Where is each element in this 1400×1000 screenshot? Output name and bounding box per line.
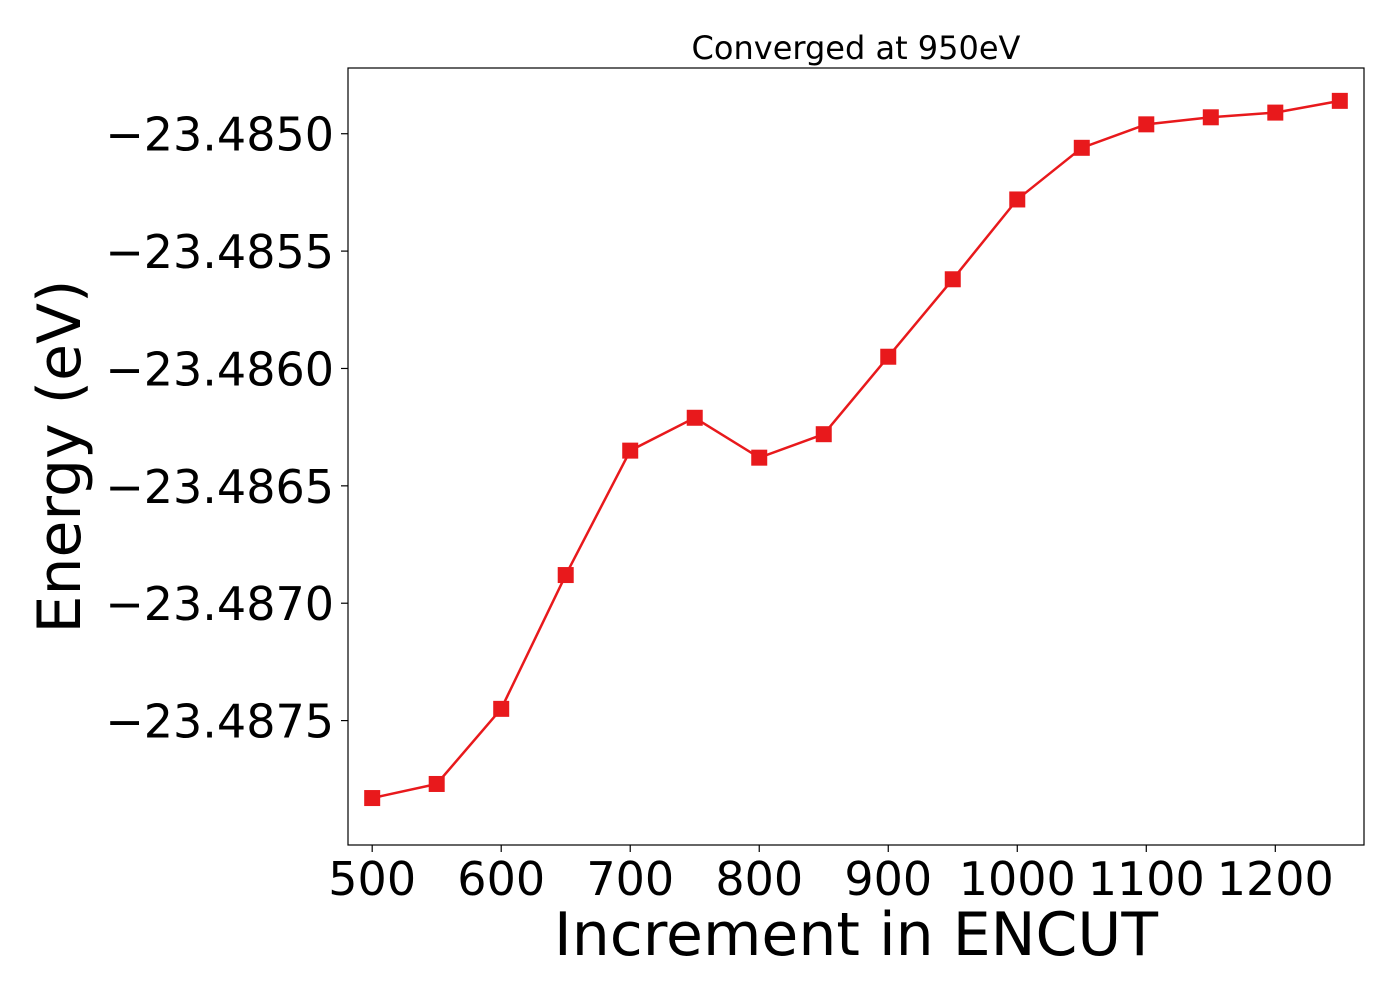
data-point-marker <box>1202 109 1219 126</box>
data-point-marker <box>1009 191 1026 208</box>
series-line <box>371 99 1341 800</box>
x-tick-label: 1200 <box>1217 852 1334 906</box>
y-tick-label: −23.4860 <box>105 342 334 396</box>
x-tick-label: 800 <box>715 852 803 906</box>
x-tick-label: 1100 <box>1088 852 1205 906</box>
data-point-marker <box>493 700 510 717</box>
data-point-marker <box>880 348 897 365</box>
chart-title: Converged at 950eV <box>692 29 1021 67</box>
x-axis-title: Increment in ENCUT <box>554 900 1158 970</box>
x-tick-label: 500 <box>328 852 416 906</box>
x-tick-label: 700 <box>586 852 674 906</box>
y-axis-title: Energy (eV) <box>25 280 95 634</box>
data-point-marker <box>428 775 445 792</box>
series-layer <box>364 92 1348 807</box>
data-point-marker <box>1073 139 1090 156</box>
y-tick-label: −23.4855 <box>105 225 334 279</box>
data-point-marker <box>557 567 574 584</box>
data-point-marker <box>686 409 703 426</box>
x-tick-label: 900 <box>844 852 932 906</box>
y-tick-label: −23.4870 <box>105 577 334 631</box>
plot-area-frame <box>347 67 1365 846</box>
x-tick-label: 1000 <box>959 852 1076 906</box>
data-point-marker <box>944 271 961 288</box>
data-point-marker <box>1267 104 1284 121</box>
x-axis-ticks: 500 600 700 800 900 1000 1100 1200 <box>328 845 1334 906</box>
data-point-marker <box>751 449 768 466</box>
data-point-marker <box>1138 116 1155 133</box>
y-axis-ticks: −23.4875 −23.4870 −23.4865 −23.4860 −23.4855… <box>105 108 348 749</box>
data-point-marker <box>815 426 832 443</box>
y-tick-label: −23.4875 <box>105 695 334 749</box>
data-point-marker <box>364 790 381 807</box>
data-point-marker <box>1331 92 1348 109</box>
y-tick-label: −23.4865 <box>105 460 334 514</box>
y-tick-label: −23.4850 <box>105 108 334 162</box>
x-tick-label: 600 <box>457 852 545 906</box>
data-point-marker <box>622 442 639 459</box>
